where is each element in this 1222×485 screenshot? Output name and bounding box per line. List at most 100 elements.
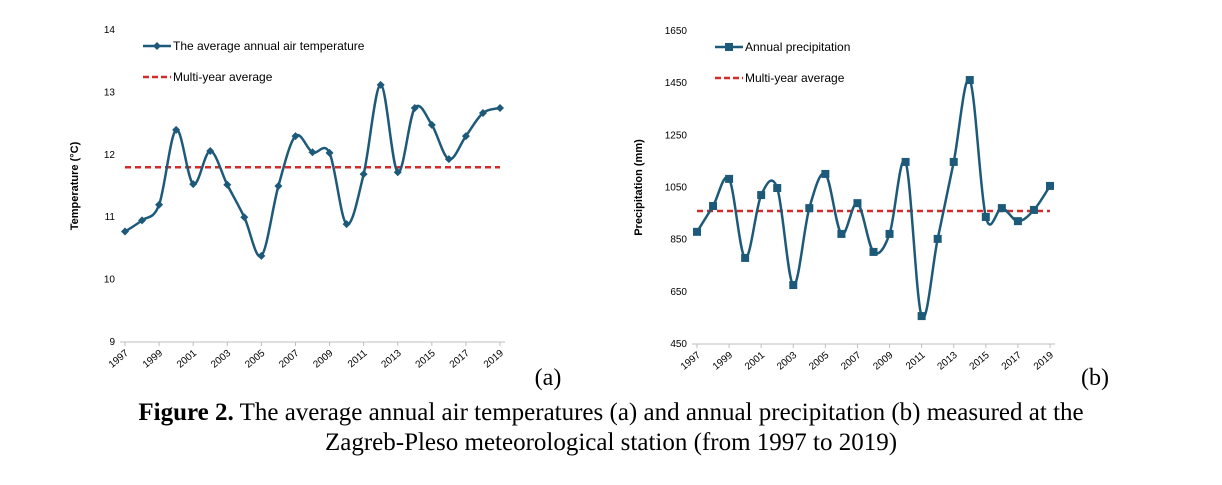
marker (997, 204, 1006, 213)
marker (427, 120, 436, 129)
x-tick-label: 2013 (936, 350, 960, 373)
x-tick-label: 1997 (107, 348, 131, 371)
marker (410, 104, 419, 112)
x-tick-label: 2003 (775, 350, 799, 373)
legend-label: Annual precipitation (745, 40, 850, 54)
marker (189, 180, 198, 189)
y-tick-label: 12 (104, 150, 116, 161)
marker (933, 234, 942, 243)
marker (206, 147, 215, 156)
y-tick-label: 1050 (665, 183, 688, 194)
x-tick-label: 2015 (968, 350, 992, 373)
panel-label: (b) (1081, 365, 1109, 391)
marker (257, 251, 266, 260)
marker (478, 108, 487, 117)
x-tick-label: 2017 (448, 348, 472, 371)
x-tick-label: 2017 (1000, 350, 1024, 373)
marker (725, 174, 734, 183)
y-tick-label: 9 (109, 337, 115, 348)
caption-line1: Figure 2. The average annual air tempera… (138, 399, 1083, 426)
marker (901, 157, 910, 166)
y-tick-label: 10 (104, 275, 116, 286)
y-tick-label: 13 (104, 87, 116, 98)
marker (393, 168, 402, 177)
marker (121, 227, 129, 236)
legend-label: The average annual air temperature (173, 39, 365, 53)
y-tick-label: 650 (670, 287, 687, 298)
marker (359, 170, 368, 179)
marker (757, 191, 766, 200)
x-tick-label: 2001 (743, 350, 767, 373)
legend-label: Multi-year average (173, 70, 273, 84)
x-tick-label: 2005 (807, 350, 831, 373)
marker (965, 76, 974, 85)
marker (805, 204, 814, 213)
y-tick-label: 450 (670, 339, 687, 350)
y-tick-label: 14 (104, 25, 116, 36)
marker (821, 169, 830, 178)
caption-label: Figure 2. (138, 399, 233, 426)
marker (308, 148, 317, 157)
marker (496, 104, 504, 112)
series-line (695, 78, 1052, 320)
marker (917, 312, 926, 321)
marker (138, 216, 147, 225)
y-tick-label: 11 (105, 212, 116, 223)
marker (885, 229, 894, 238)
x-tick-label: 2019 (482, 348, 506, 371)
y-tick-label: 850 (670, 235, 687, 246)
marker (693, 227, 701, 236)
x-tick-label: 1999 (711, 350, 735, 373)
x-tick-label: 2011 (346, 348, 370, 371)
series-line (124, 83, 501, 258)
y-tick-label: 1650 (665, 26, 688, 37)
marker (789, 281, 798, 290)
x-tick-label: 1999 (141, 348, 165, 371)
marker (172, 125, 181, 134)
x-tick-label: 2011 (904, 350, 928, 373)
x-tick-label: 2019 (1032, 350, 1056, 373)
x-tick-label: 2001 (175, 348, 199, 371)
x-tick-label: 2005 (243, 348, 267, 371)
caption-line2: Zagreb-Pleso meteorological station (fro… (325, 429, 897, 456)
marker (444, 155, 453, 164)
marker (741, 253, 750, 262)
y-tick-label: 1450 (665, 78, 688, 89)
x-tick-label: 2007 (839, 350, 863, 373)
legend-marker (153, 42, 161, 50)
marker (155, 200, 164, 209)
marker (274, 182, 283, 190)
marker (291, 132, 300, 141)
marker (325, 148, 334, 157)
panel-label: (a) (535, 365, 562, 391)
x-tick-label: 2007 (277, 348, 301, 371)
y-tick-label: 1250 (665, 130, 688, 141)
marker (773, 184, 782, 193)
x-tick-label: 2009 (311, 348, 335, 371)
x-tick-label: 2009 (871, 350, 895, 373)
x-tick-label: 2013 (380, 348, 404, 371)
marker (223, 180, 232, 189)
marker (240, 213, 249, 222)
marker (709, 202, 718, 211)
marker (376, 80, 385, 89)
x-tick-label: 1997 (679, 350, 703, 373)
x-tick-label: 2003 (209, 348, 233, 371)
caption-text: The average annual air temperatures (a) … (240, 399, 1084, 426)
legend-marker (725, 43, 733, 51)
marker (949, 157, 958, 166)
legend-label: Multi-year average (745, 71, 845, 85)
y-axis-label: Temperature (°C) (69, 141, 81, 230)
marker (869, 247, 878, 256)
marker (837, 229, 846, 238)
marker (981, 212, 990, 221)
x-tick-label: 2015 (414, 348, 438, 371)
marker (1013, 217, 1022, 226)
marker (461, 132, 470, 141)
marker (1046, 181, 1054, 190)
marker (342, 220, 351, 229)
y-axis-label: Precipitation (mm) (633, 139, 645, 236)
marker (1029, 205, 1038, 214)
marker (853, 199, 862, 208)
